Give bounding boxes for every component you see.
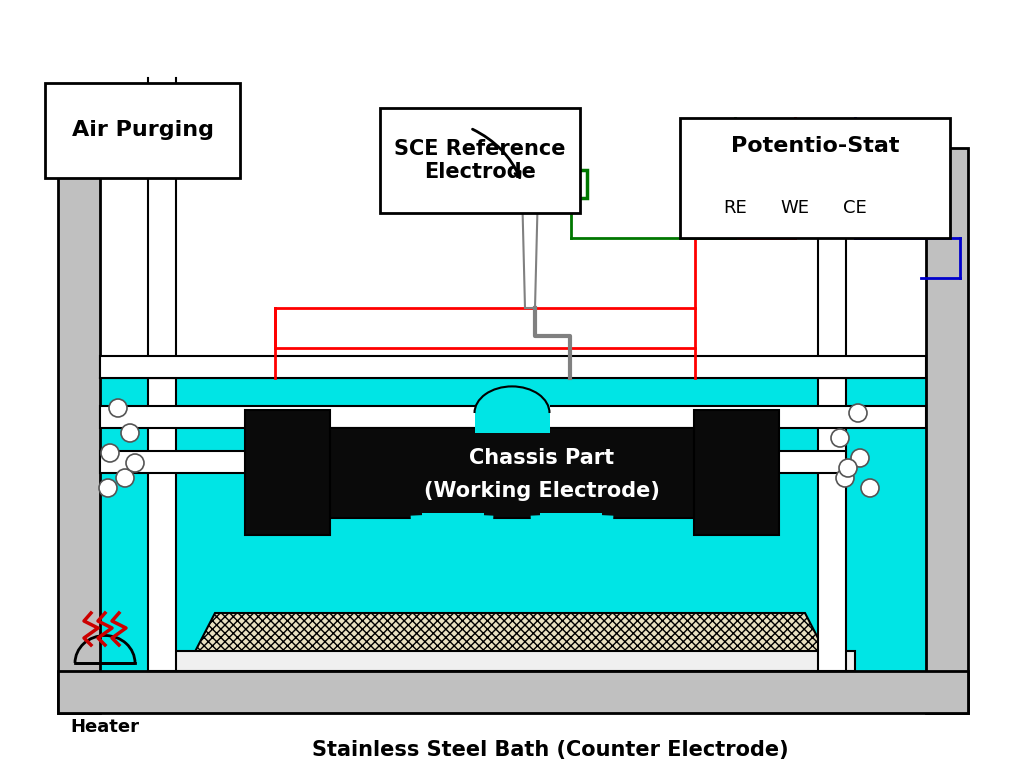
Circle shape (99, 479, 117, 497)
Bar (818, 378, 846, 671)
Bar (148, 378, 176, 671)
Circle shape (851, 449, 869, 467)
Bar (545, 170, 587, 198)
Text: Potentio-Stat: Potentio-Stat (731, 136, 899, 156)
Bar (100, 378, 926, 671)
Text: Heater: Heater (71, 718, 139, 736)
Bar (100, 406, 926, 428)
Bar (165, 651, 855, 671)
Bar (818, 148, 846, 378)
Bar (322, 428, 702, 518)
Circle shape (121, 424, 139, 442)
Text: RE: RE (723, 199, 746, 217)
Circle shape (831, 429, 849, 447)
Bar (680, 118, 950, 238)
Bar (58, 671, 968, 713)
Circle shape (126, 454, 144, 472)
Circle shape (836, 469, 854, 487)
Bar (58, 148, 100, 713)
Text: Chassis Part: Chassis Part (469, 448, 614, 468)
Circle shape (861, 479, 879, 497)
Text: WE: WE (780, 199, 810, 217)
Bar (100, 356, 926, 378)
Circle shape (849, 404, 867, 422)
Circle shape (101, 444, 119, 462)
Bar (516, 166, 544, 188)
Bar (245, 410, 330, 535)
Text: SCE Reference
Electrode: SCE Reference Electrode (394, 139, 565, 182)
Polygon shape (185, 613, 835, 671)
Bar (100, 451, 846, 473)
Polygon shape (522, 188, 538, 308)
Polygon shape (422, 513, 484, 523)
Bar (475, 385, 550, 433)
Circle shape (116, 469, 134, 487)
Bar (148, 148, 176, 378)
Bar (694, 410, 779, 535)
Bar (380, 108, 580, 213)
Text: (Working Electrode): (Working Electrode) (424, 481, 659, 501)
Circle shape (839, 459, 857, 477)
Polygon shape (540, 513, 602, 523)
Bar (45, 83, 240, 178)
Circle shape (109, 399, 127, 417)
Text: Air Purging: Air Purging (72, 121, 213, 141)
Bar (926, 148, 968, 713)
Text: CE: CE (843, 199, 867, 217)
Text: Stainless Steel Bath (Counter Electrode): Stainless Steel Bath (Counter Electrode) (311, 740, 788, 760)
